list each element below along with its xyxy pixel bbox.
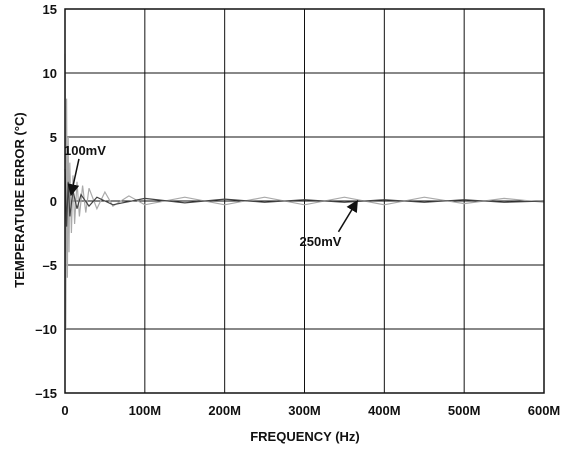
series-layer bbox=[64, 53, 545, 330]
axis-layer: 0 100M 200M 300M 400M 500M 600M 15 10 5 0 –5 –10 –15 bbox=[35, 2, 560, 418]
x-tick-label: 400M bbox=[368, 403, 401, 418]
annotation-arrow-100mv bbox=[67, 158, 80, 197]
y-tick-label: 5 bbox=[50, 130, 57, 145]
x-tick-label: 500M bbox=[448, 403, 481, 418]
y-tick-label: –5 bbox=[43, 258, 57, 273]
x-tick-label: 200M bbox=[208, 403, 241, 418]
y-tick-label: 0 bbox=[50, 194, 57, 209]
series-line-100mv bbox=[64, 53, 545, 330]
series-line-250mv bbox=[64, 168, 545, 227]
x-tick-label: 100M bbox=[129, 403, 162, 418]
y-tick-label: –10 bbox=[35, 322, 57, 337]
annotation-label-100mv: 100mV bbox=[64, 143, 106, 158]
annotation-label-250mv: 250mV bbox=[300, 234, 342, 249]
annotation-layer: 100mV 250mV bbox=[64, 143, 358, 249]
x-tick-label: 300M bbox=[288, 403, 321, 418]
x-tick-label: 600M bbox=[528, 403, 561, 418]
y-tick-label: 10 bbox=[43, 66, 57, 81]
annotation-arrow-250mv bbox=[337, 199, 358, 233]
y-axis-label: TEMPERATURE ERROR (°C) bbox=[12, 112, 27, 287]
y-tick-label: –15 bbox=[35, 386, 57, 401]
x-tick-label: 0 bbox=[61, 403, 68, 418]
plot-frame bbox=[64, 8, 545, 394]
grid-layer bbox=[65, 9, 544, 393]
x-axis-label: FREQUENCY (Hz) bbox=[250, 429, 360, 444]
y-tick-label: 15 bbox=[43, 2, 57, 17]
